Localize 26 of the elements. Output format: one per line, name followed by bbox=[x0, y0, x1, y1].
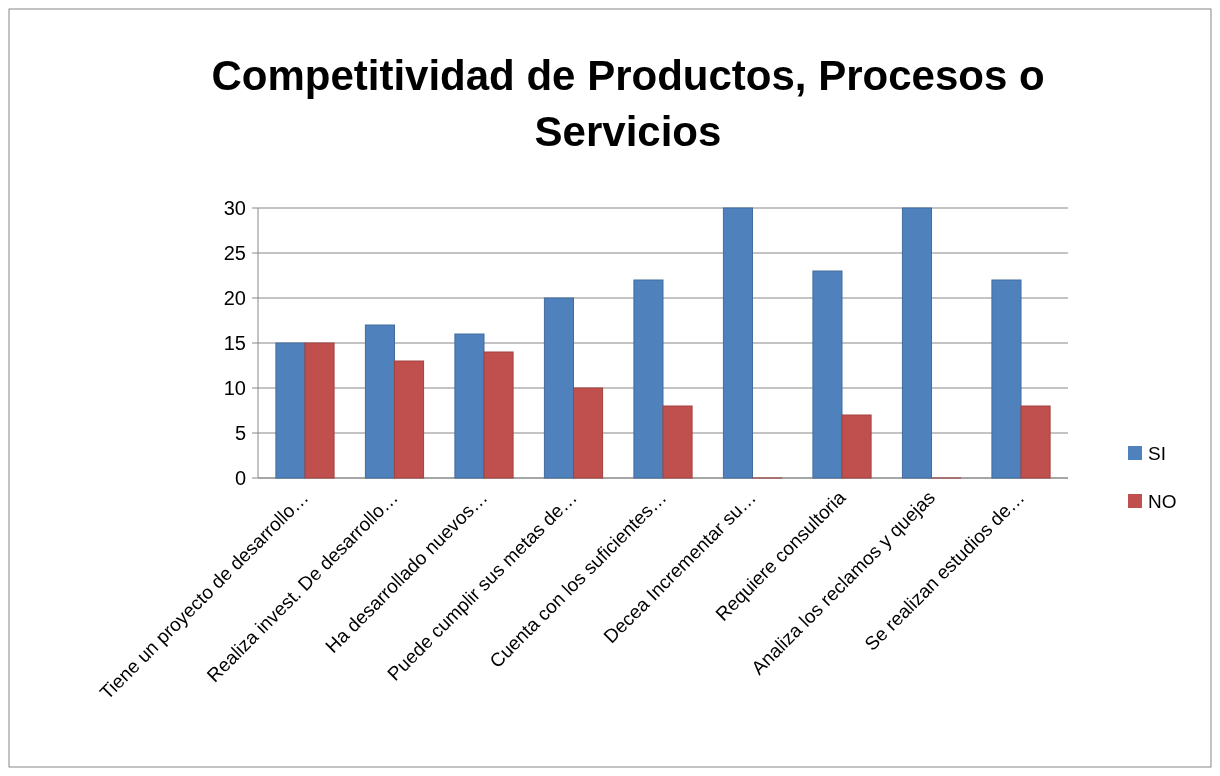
chart-title: Competitividad de Productos, Procesos o Servicios bbox=[211, 52, 1045, 155]
bar bbox=[991, 279, 1022, 479]
bar bbox=[841, 414, 872, 479]
bar bbox=[454, 333, 485, 479]
bar bbox=[1020, 405, 1051, 479]
bar bbox=[722, 207, 753, 479]
bar bbox=[662, 405, 693, 479]
bar bbox=[812, 270, 843, 479]
bar bbox=[483, 351, 514, 479]
legend-label: NO bbox=[1148, 490, 1177, 512]
legend-label: SI bbox=[1148, 442, 1166, 464]
bar bbox=[573, 387, 604, 479]
y-tick-label: 5 bbox=[234, 422, 246, 444]
y-tick-label: 10 bbox=[223, 377, 246, 399]
bar bbox=[275, 342, 306, 479]
y-tick-label: 0 bbox=[234, 467, 246, 489]
y-tick-label: 25 bbox=[223, 242, 246, 264]
y-tick-label: 30 bbox=[223, 197, 246, 219]
bar bbox=[633, 279, 664, 479]
y-tick-label: 15 bbox=[223, 332, 246, 354]
bar bbox=[543, 297, 574, 479]
bar bbox=[393, 360, 425, 479]
bar bbox=[901, 207, 933, 479]
bar bbox=[304, 342, 335, 479]
y-tick-label: 20 bbox=[223, 287, 246, 309]
bar bbox=[364, 324, 395, 479]
